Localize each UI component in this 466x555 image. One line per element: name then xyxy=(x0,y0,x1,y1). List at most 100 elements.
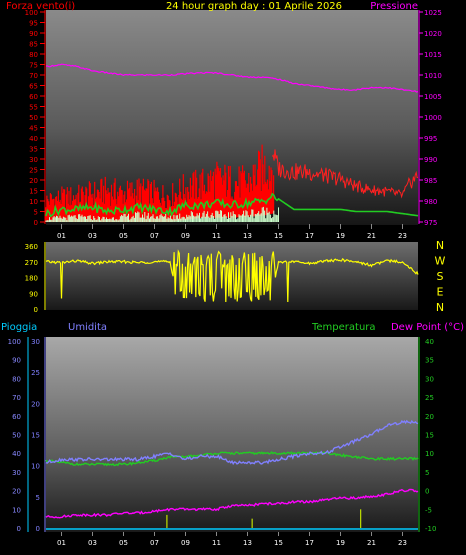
wind-y-tick-label: 70 xyxy=(29,72,38,80)
direction-compass-label: N xyxy=(436,239,444,252)
rain-y-tick-label: 60 xyxy=(12,413,21,421)
temp-y-tick-label: 5 xyxy=(425,469,429,477)
top-x-tick-label: 15 xyxy=(274,232,283,240)
chart-title: 24 hour graph day : 01 Aprile 2026 xyxy=(166,1,342,12)
temp-y-tick-label: 0 xyxy=(425,488,429,496)
top-x-tick-label: 09 xyxy=(181,232,190,240)
temp-y-tick-label: 40 xyxy=(425,338,434,346)
direction-compass-label: W xyxy=(435,255,446,268)
wind-y-tick-label: 60 xyxy=(29,93,38,101)
bottom-x-tick-label: 15 xyxy=(274,539,283,547)
wind-gust-line xyxy=(271,149,418,199)
pressure-y-tick-label: 1025 xyxy=(424,9,442,17)
bottom-x-tick-label: 21 xyxy=(367,539,376,547)
rain-y-tick-label: 30 xyxy=(12,469,21,477)
rain-y-tick-label: 50 xyxy=(12,432,21,440)
rain-y-tick-label: 100 xyxy=(8,338,21,346)
humidity-y-tick-label: 25 xyxy=(31,369,40,377)
temp-y-tick-label: -10 xyxy=(425,525,436,533)
bottom-x-tick-label: 23 xyxy=(398,539,407,547)
pressure-y-tick-label: 975 xyxy=(424,219,437,227)
pressure-y-tick-label: 985 xyxy=(424,177,437,185)
direction-compass-label: N xyxy=(436,301,444,314)
rain-y-tick-label: 10 xyxy=(12,506,21,514)
humidity-y-tick-label: 15 xyxy=(31,432,40,440)
pressure-y-tick-label: 980 xyxy=(424,198,437,206)
wind-y-tick-label: 40 xyxy=(29,135,38,143)
direction-y-tick-label: 270 xyxy=(25,259,38,267)
rain-y-tick-label: 70 xyxy=(12,394,21,402)
pressure-y-tick-label: 1000 xyxy=(424,114,442,122)
wind-y-tick-label: 45 xyxy=(29,125,38,133)
top-x-tick-label: 13 xyxy=(243,232,252,240)
bottom-x-tick-label: 11 xyxy=(212,539,221,547)
rain-y-tick-label: 20 xyxy=(12,488,21,496)
wind-y-tick-label: 35 xyxy=(29,146,38,154)
wind-axis-label: Forza vento(i) xyxy=(6,1,75,12)
temp-y-tick-label: 25 xyxy=(425,394,434,402)
top-x-tick-label: 01 xyxy=(57,232,66,240)
top-x-tick-label: 07 xyxy=(150,232,159,240)
top-x-tick-label: 19 xyxy=(336,232,345,240)
temperature-label: Temperatura xyxy=(311,322,376,333)
pressure-y-tick-label: 990 xyxy=(424,156,437,164)
wind-y-tick-label: 95 xyxy=(29,20,38,28)
rain-y-tick-label: 0 xyxy=(17,525,21,533)
top-x-tick-label: 21 xyxy=(367,232,376,240)
rain-label: Pioggia xyxy=(1,322,37,333)
top-x-tick-label: 03 xyxy=(88,232,97,240)
wind-direction-line xyxy=(46,249,419,303)
wind-min-bars xyxy=(45,206,279,222)
humidity-label: Umidita xyxy=(68,322,107,333)
direction-y-tick-label: 180 xyxy=(25,275,38,283)
direction-y-tick-label: 90 xyxy=(29,290,38,298)
bottom-x-tick-label: 05 xyxy=(119,539,128,547)
temp-y-tick-label: -5 xyxy=(425,506,432,514)
top-x-tick-label: 11 xyxy=(212,232,221,240)
pressure-y-tick-label: 1005 xyxy=(424,93,442,101)
pressure-y-tick-label: 1015 xyxy=(424,51,442,59)
wind-y-tick-label: 15 xyxy=(29,188,38,196)
dewpoint-label: Dew Point (°C) xyxy=(391,322,464,333)
wind-y-tick-label: 5 xyxy=(34,209,38,217)
wind-y-tick-label: 100 xyxy=(25,9,38,17)
top-x-tick-label: 05 xyxy=(119,232,128,240)
humidity-y-tick-label: 10 xyxy=(31,463,40,471)
temp-y-tick-label: 30 xyxy=(425,375,434,383)
temp-y-tick-label: 35 xyxy=(425,357,434,365)
bottom-x-tick-label: 03 xyxy=(88,539,97,547)
pressure-y-tick-label: 1020 xyxy=(424,30,442,38)
temperature-line xyxy=(45,451,419,467)
wind-y-tick-label: 80 xyxy=(29,51,38,59)
bottom-x-tick-label: 17 xyxy=(305,539,314,547)
humidity-y-tick-label: 0 xyxy=(36,525,40,533)
pressure-axis-label: Pressione xyxy=(370,1,418,12)
rain-y-tick-label: 40 xyxy=(12,450,21,458)
pressure-y-tick-label: 1010 xyxy=(424,72,442,80)
direction-y-tick-label: 360 xyxy=(25,243,38,251)
bottom-x-tick-label: 19 xyxy=(336,539,345,547)
bottom-x-tick-label: 13 xyxy=(243,539,252,547)
temp-y-tick-label: 10 xyxy=(425,450,434,458)
humidity-y-tick-label: 30 xyxy=(31,338,40,346)
pressure-line xyxy=(46,63,419,93)
bottom-x-tick-label: 09 xyxy=(181,539,190,547)
rain-y-tick-label: 90 xyxy=(12,357,21,365)
temp-y-tick-label: 15 xyxy=(425,432,434,440)
wind-y-tick-label: 90 xyxy=(29,30,38,38)
pressure-y-tick-label: 995 xyxy=(424,135,437,143)
wind-y-tick-label: 50 xyxy=(29,114,38,122)
wind-y-tick-label: 75 xyxy=(29,62,38,70)
top-x-tick-label: 17 xyxy=(305,232,314,240)
wind-y-tick-label: 65 xyxy=(29,83,38,91)
direction-compass-label: E xyxy=(437,286,444,299)
wind-y-tick-label: 30 xyxy=(29,156,38,164)
top-x-tick-label: 23 xyxy=(398,232,407,240)
bottom-x-tick-label: 07 xyxy=(150,539,159,547)
temp-y-tick-label: 20 xyxy=(425,413,434,421)
wind-y-tick-label: 0 xyxy=(34,219,38,227)
chart-marks: 0510152025303540455055606570758085909510… xyxy=(8,9,446,547)
direction-y-tick-label: 0 xyxy=(34,306,38,314)
wind-y-tick-label: 85 xyxy=(29,41,38,49)
